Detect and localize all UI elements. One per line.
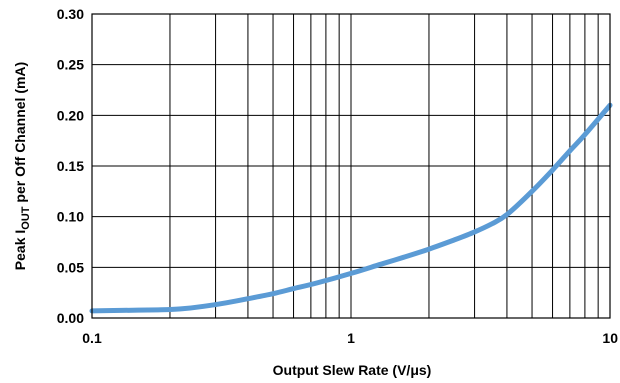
- y-tick-label: 0.05: [57, 259, 84, 275]
- x-axis-title: Output Slew Rate (V/μs): [273, 362, 432, 378]
- y-tick-label: 0.25: [57, 57, 84, 73]
- series-line: [89, 102, 613, 314]
- y-tick-label: 0.00: [57, 310, 84, 326]
- grid-lines: [92, 13, 610, 319]
- y-tick-labels: 0.00 0.05 0.10 0.15 0.20 0.25 0.30: [57, 6, 84, 326]
- series-group: [89, 102, 613, 314]
- x-tick-label: 1: [347, 330, 355, 346]
- y-tick-label: 0.20: [57, 107, 84, 123]
- y-axis-title-prefix: Peak I: [12, 230, 28, 270]
- plot-border: [91, 13, 611, 319]
- y-axis-title-subscript: OUT: [20, 206, 32, 230]
- y-axis-title: Peak IOUT per Off Channel (mA): [12, 62, 32, 270]
- y-tick-label: 0.15: [57, 158, 84, 174]
- y-tick-label: 0.10: [57, 209, 84, 225]
- plot-frame: [91, 13, 611, 319]
- y-axis-title-suffix: per Off Channel (mA): [12, 62, 28, 207]
- x-tick-label: 10: [602, 330, 618, 346]
- x-tick-label: 0.1: [82, 330, 102, 346]
- y-tick-label: 0.30: [57, 6, 84, 22]
- x-tick-labels: 0.1 1 10: [82, 330, 618, 346]
